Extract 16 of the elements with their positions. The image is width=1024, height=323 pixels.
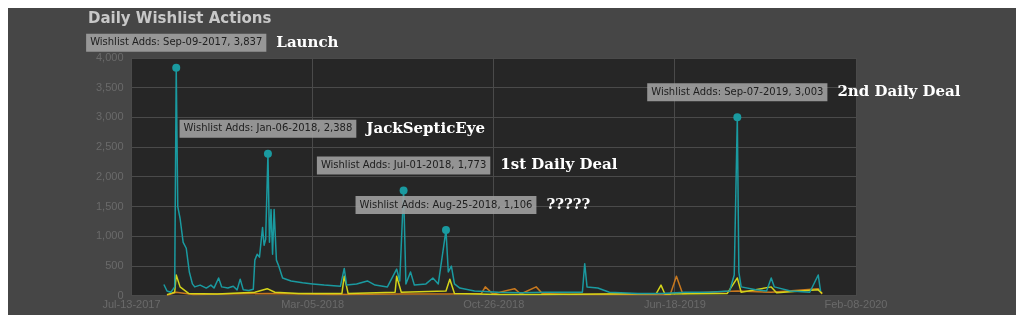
annotation: Wishlist Adds: Sep-09-2017, 3,837 <box>90 36 263 48</box>
annotation: Wishlist Adds: Jul-01-2018, 1,773 <box>320 158 487 170</box>
annotation: Wishlist Adds: Jan-06-2018, 2,388 <box>183 122 353 134</box>
annotation: Wishlist Adds: Sep-07-2019, 3,003 <box>651 85 824 97</box>
point <box>441 226 450 235</box>
annotation: ????? <box>546 194 591 213</box>
point <box>172 63 181 72</box>
annotation: 1st Daily Deal <box>500 155 618 174</box>
point <box>733 113 742 122</box>
annotation: 2nd Daily Deal <box>837 82 961 101</box>
chart-title: Daily Wishlist Actions <box>88 8 272 27</box>
text: Launch <box>276 32 339 51</box>
annotation: Wishlist Adds: Aug-25-2018, 1,106 <box>359 198 533 210</box>
point <box>399 186 408 195</box>
annotation: JackSepticEye <box>364 118 485 137</box>
point <box>263 149 272 158</box>
